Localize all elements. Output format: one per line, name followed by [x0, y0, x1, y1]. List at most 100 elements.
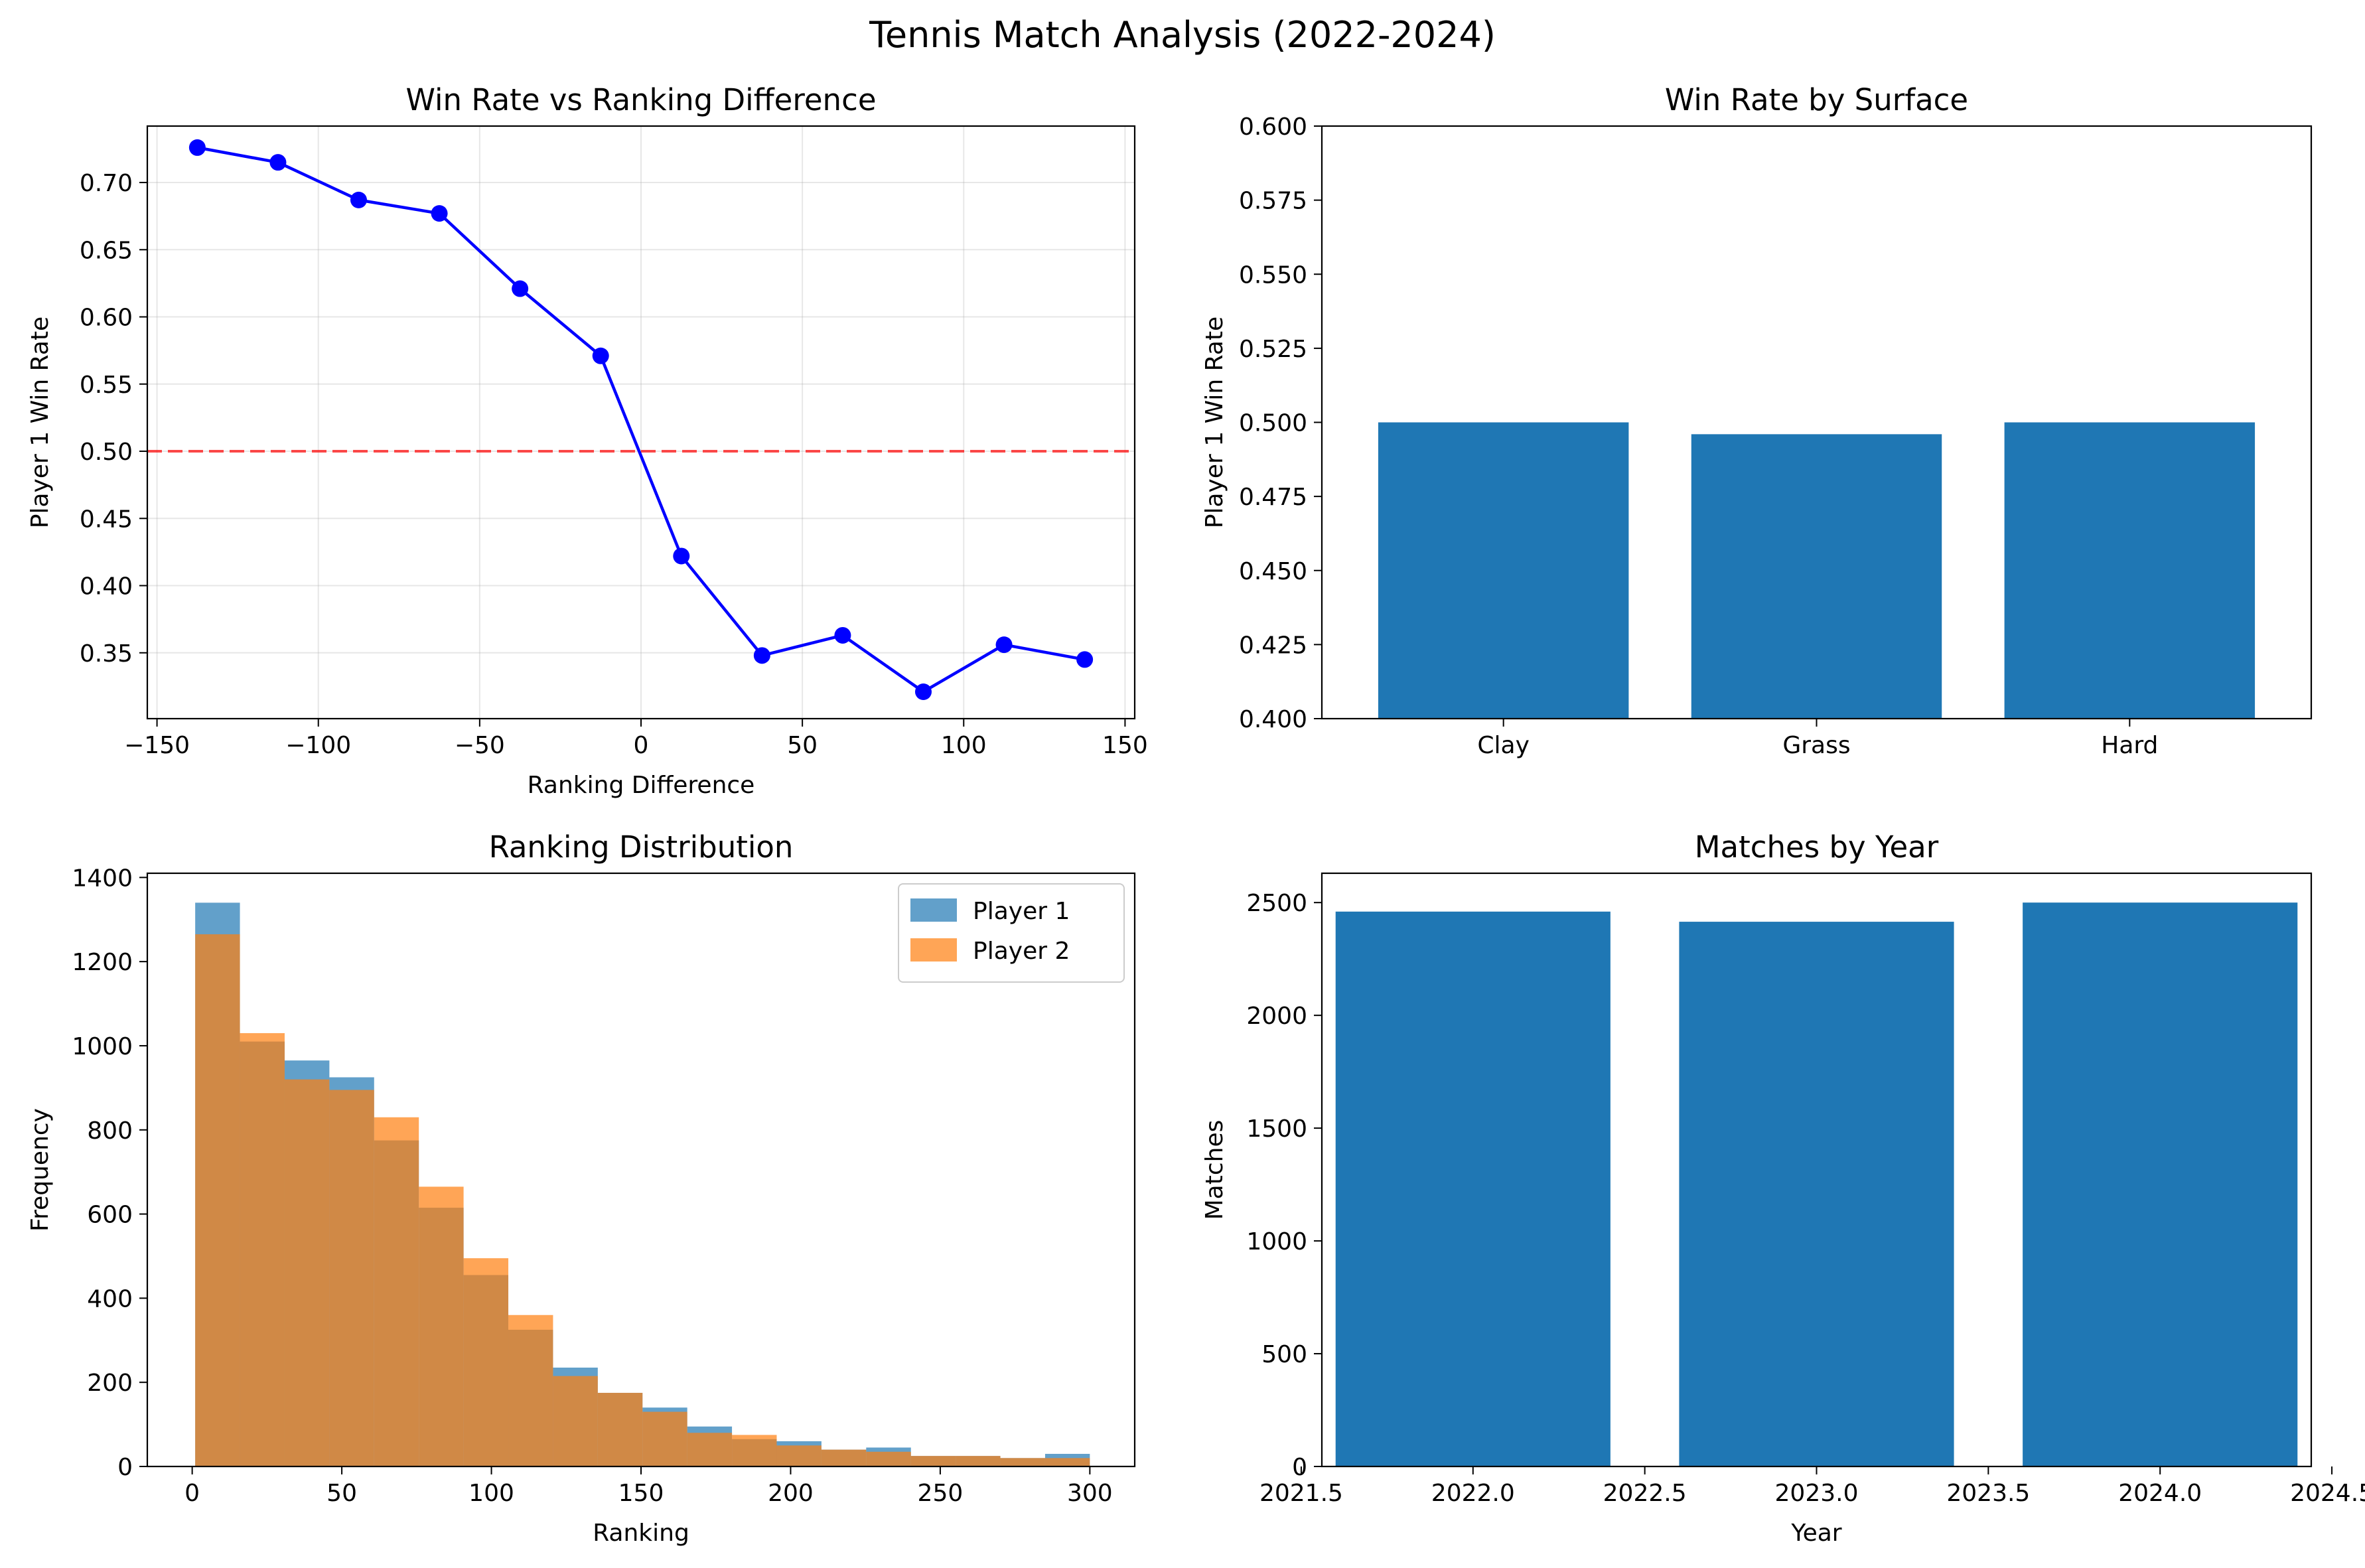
histogram-bar — [821, 1449, 867, 1466]
x-tick-label: 50 — [787, 732, 818, 759]
x-tick-label: 0 — [634, 732, 649, 759]
chart-panel-1: −150 −100 −50 0 50 100 150 0.35 0.40 0.45 0.50 0.55… — [27, 82, 1148, 799]
data-point — [431, 205, 448, 222]
x-tick-label: 100 — [468, 1480, 514, 1507]
figure-title: Tennis Match Analysis (2022-2024) — [869, 14, 1496, 56]
bar — [1335, 911, 1611, 1466]
histogram-bar — [374, 1117, 419, 1466]
x-tick-label: 2023.0 — [1775, 1480, 1859, 1507]
x-tick-label: 50 — [326, 1480, 357, 1507]
y-tick-label: 0.525 — [1239, 336, 1307, 363]
x-tick-label: Hard — [2101, 732, 2158, 759]
legend-swatch — [910, 938, 957, 962]
x-tick-label: 200 — [768, 1480, 814, 1507]
y-tick-label: 0.45 — [80, 506, 133, 533]
bar — [1679, 922, 1954, 1466]
histogram-bar — [1000, 1458, 1045, 1466]
data-point — [1076, 651, 1094, 668]
y-axis-label: Player 1 Win Rate — [27, 317, 54, 528]
y-tick-label: 1500 — [1246, 1115, 1307, 1143]
x-tick-label: 100 — [941, 732, 987, 759]
chart-panel-2: Clay Grass Hard 0.400 0.425 0.450 0.475 0.500 0.… — [1201, 82, 2313, 759]
y-axis-label: Player 1 Win Rate — [1201, 317, 1228, 528]
x-tick-label: 2021.5 — [1259, 1480, 1343, 1507]
y-axis-label: Matches — [1201, 1120, 1228, 1220]
x-tick-label: 2024.5 — [2290, 1480, 2365, 1507]
y-tick-label: 0.55 — [80, 372, 133, 399]
x-tick-label: −50 — [455, 732, 505, 759]
x-tick-label: 300 — [1067, 1480, 1113, 1507]
y-tick-label: 2500 — [1246, 890, 1307, 917]
y-tick-label: 0.575 — [1239, 188, 1307, 215]
x-axis-label: Ranking Difference — [528, 772, 755, 799]
x-tick-label: −100 — [285, 732, 351, 759]
x-tick-label: −150 — [124, 732, 190, 759]
y-tick-label: 0 — [1292, 1454, 1307, 1481]
chart-title: Ranking Distribution — [489, 829, 794, 865]
data-point — [914, 683, 932, 701]
chart-panel-4: 2021.5 2022.0 2022.5 2023.0 2023.5 2024.0 2024… — [1201, 829, 2365, 1547]
data-point — [512, 280, 529, 297]
data-point — [753, 647, 770, 664]
y-tick-label: 800 — [87, 1117, 133, 1145]
y-tick-label: 0 — [117, 1454, 133, 1481]
data-point — [592, 347, 609, 364]
histogram-bar — [732, 1435, 777, 1466]
x-tick-label: 250 — [918, 1480, 964, 1507]
histogram-bar — [687, 1433, 733, 1466]
y-tick-label: 0.500 — [1239, 410, 1307, 437]
histogram-bar — [329, 1090, 374, 1466]
histogram-bar — [463, 1258, 509, 1466]
chart-title: Win Rate vs Ranking Difference — [405, 82, 876, 117]
bar — [2023, 902, 2298, 1466]
x-tick-label: 0 — [184, 1480, 200, 1507]
histogram-bar — [642, 1411, 687, 1466]
y-tick-label: 0.550 — [1239, 261, 1307, 289]
bar — [1378, 422, 1629, 719]
chart-panel-3: 0 50 100 150 200 250 300 0 200 400 600 800 1000 1200 1… — [27, 829, 1136, 1547]
y-tick-label: 1000 — [1246, 1228, 1307, 1255]
x-tick-label: Grass — [1782, 732, 1850, 759]
x-tick-label: 2022.5 — [1603, 1480, 1687, 1507]
x-axis-label: Year — [1790, 1520, 1841, 1547]
data-point — [269, 154, 287, 171]
histogram-bar — [597, 1393, 643, 1466]
y-tick-label: 0.60 — [80, 305, 133, 332]
y-tick-label: 0.600 — [1239, 113, 1307, 141]
y-tick-label: 400 — [87, 1285, 133, 1313]
x-tick-label: 2022.0 — [1431, 1480, 1515, 1507]
legend-label: Player 1 — [973, 898, 1070, 925]
histogram-bar — [910, 1456, 956, 1466]
y-tick-label: 0.50 — [80, 439, 133, 466]
y-tick-label: 1200 — [72, 949, 133, 976]
x-tick-label: 150 — [618, 1480, 664, 1507]
series-2 — [195, 934, 1090, 1466]
legend: Player 1 Player 2 — [898, 883, 1125, 983]
histogram-bar — [240, 1033, 285, 1466]
histogram-bar — [776, 1445, 822, 1466]
x-tick-label: 150 — [1102, 732, 1148, 759]
histogram-bar — [956, 1456, 1001, 1466]
series-line — [196, 146, 1086, 693]
bar — [2004, 422, 2256, 719]
chart-title: Matches by Year — [1695, 829, 1939, 865]
histogram-bar — [553, 1376, 598, 1466]
y-tick-label: 0.40 — [80, 573, 133, 601]
data-point — [834, 626, 851, 644]
bar — [1691, 434, 1942, 719]
data-point — [995, 636, 1013, 654]
data-point — [188, 139, 206, 156]
histogram-bar — [419, 1186, 464, 1466]
histogram-bar — [195, 934, 240, 1466]
x-axis-label: Ranking — [593, 1520, 689, 1547]
y-tick-label: 1400 — [72, 865, 133, 892]
data-point — [673, 547, 690, 565]
x-tick-label: Clay — [1477, 732, 1530, 759]
legend-swatch — [910, 898, 957, 922]
y-tick-label: 0.425 — [1239, 632, 1307, 659]
x-tick-label: 2023.5 — [1946, 1480, 2030, 1507]
y-tick-label: 0.400 — [1239, 706, 1307, 733]
chart-title: Win Rate by Surface — [1665, 82, 1968, 117]
